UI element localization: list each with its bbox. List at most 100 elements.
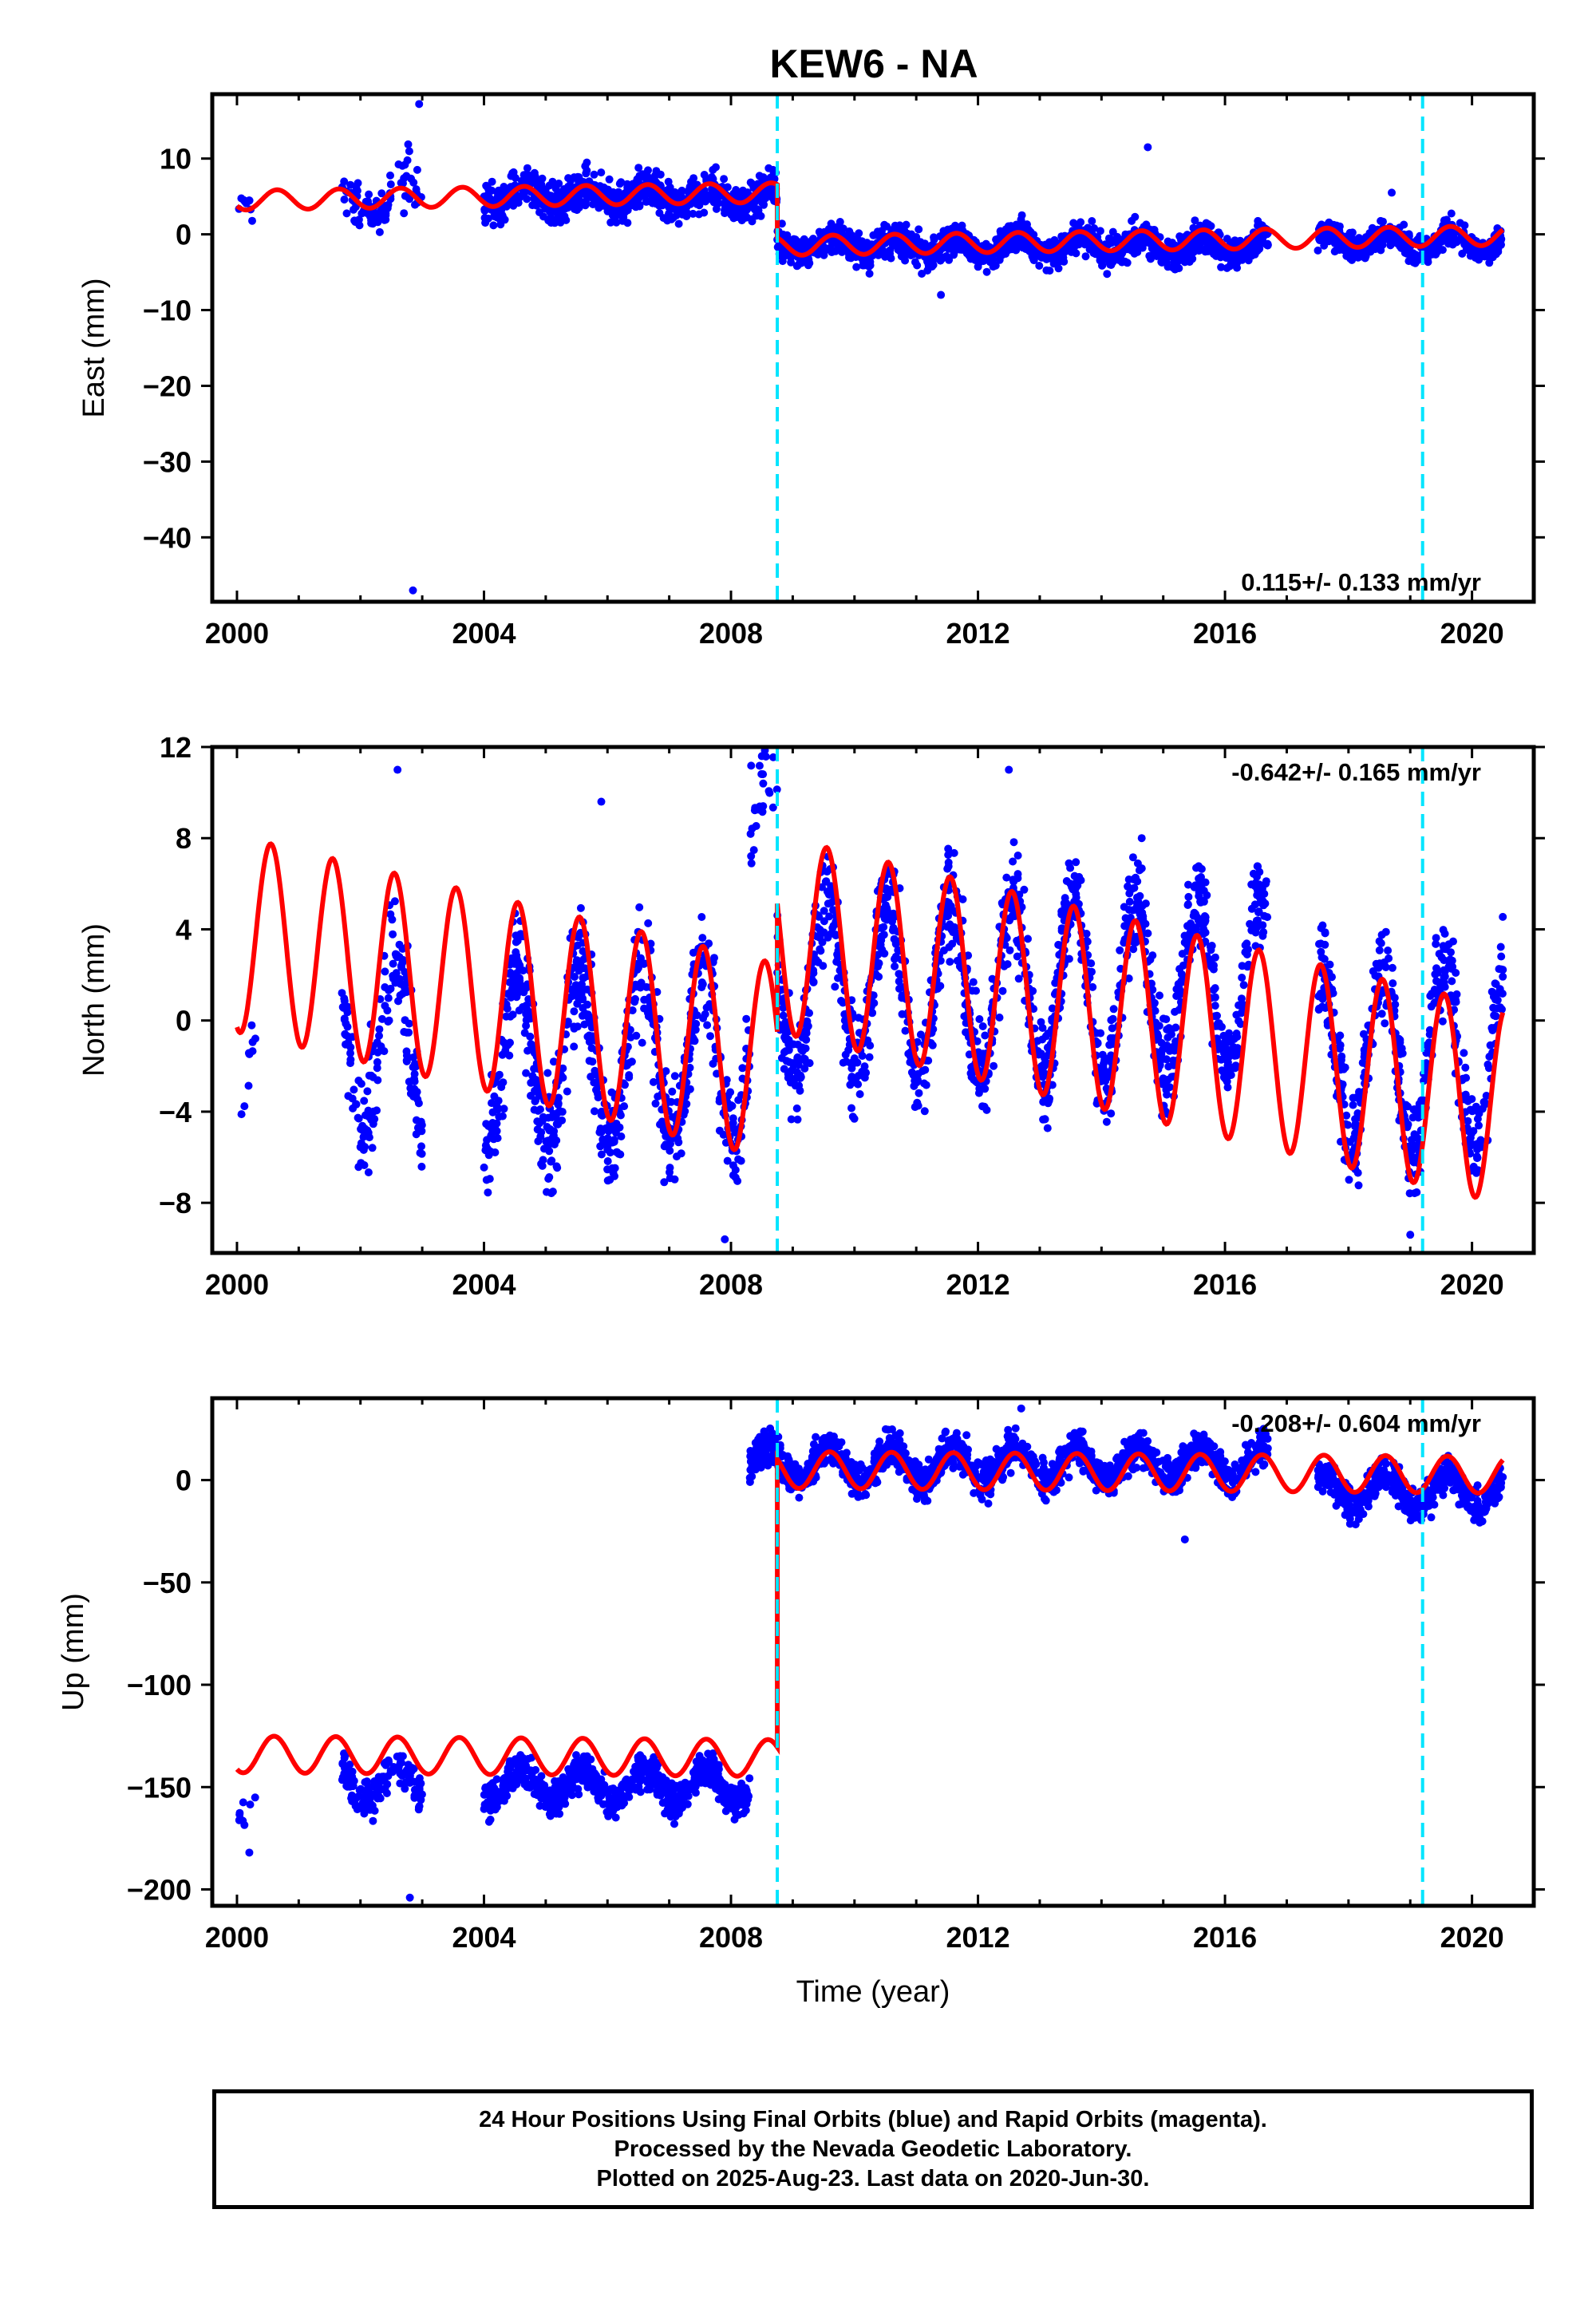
- north-data-point: [1260, 911, 1269, 920]
- north-data-point: [406, 1084, 415, 1093]
- north-data-point: [1238, 974, 1246, 982]
- east-data-point: [1460, 221, 1469, 230]
- east-y-tick-label: −30: [143, 445, 192, 478]
- north-data-point: [531, 1076, 540, 1084]
- north-data-point: [981, 1031, 990, 1040]
- east-data-point: [1314, 246, 1322, 255]
- north-data-point: [1254, 887, 1262, 895]
- north-data-point: [617, 1132, 626, 1140]
- north-data-point: [820, 917, 828, 926]
- north-data-point: [392, 969, 401, 978]
- east-data-point: [492, 212, 501, 221]
- north-data-point: [551, 1113, 560, 1121]
- east-data-point: [394, 160, 403, 168]
- north-data-point: [373, 1048, 382, 1057]
- north-data-point: [368, 1144, 377, 1152]
- north-data-point: [377, 1014, 386, 1023]
- east-data-point: [488, 177, 496, 186]
- north-data-point: [579, 947, 587, 955]
- north-data-point: [1195, 862, 1203, 871]
- north-data-point: [755, 761, 764, 770]
- north-data-point: [777, 1053, 786, 1062]
- north-data-point: [1107, 1016, 1116, 1025]
- north-data-point: [480, 1163, 488, 1172]
- east-data-point: [373, 218, 382, 227]
- north-plot-area: [235, 747, 1507, 1243]
- east-data-point: [407, 174, 415, 183]
- north-data-point: [620, 1102, 629, 1111]
- east-x-tick-label: 2016: [1193, 617, 1257, 650]
- east-data-point: [1377, 240, 1385, 249]
- north-data-point: [746, 829, 755, 838]
- east-data-point: [352, 183, 361, 192]
- north-data-point: [1207, 942, 1216, 950]
- north-data-point: [1214, 1019, 1223, 1028]
- north-data-point: [1196, 898, 1205, 907]
- east-data-point: [1377, 216, 1385, 225]
- north-data-point: [876, 940, 885, 949]
- north-data-point: [946, 920, 954, 929]
- east-data-point: [664, 177, 673, 186]
- east-data-point: [665, 188, 674, 196]
- north-data-point: [363, 1087, 372, 1096]
- north-data-point: [554, 1099, 563, 1108]
- north-data-point: [1262, 879, 1270, 888]
- east-data-point: [1025, 247, 1034, 255]
- north-data-point: [381, 1002, 389, 1010]
- east-data-point: [1338, 243, 1347, 251]
- north-data-point: [634, 982, 643, 990]
- north-data-point: [1024, 935, 1032, 943]
- north-data-point: [373, 1106, 381, 1115]
- east-data-point: [1175, 232, 1184, 241]
- north-data-point: [812, 955, 820, 964]
- north-data-point: [553, 1164, 562, 1172]
- east-data-point: [517, 176, 526, 185]
- north-data-point: [848, 1076, 857, 1085]
- north-data-point: [497, 1083, 506, 1092]
- east-data-point: [512, 174, 519, 182]
- east-panel: 2000 2004 2008 2012 2016 2020100−10−20−30−40E…: [77, 92, 1545, 650]
- east-y-tick-label: −10: [143, 294, 192, 327]
- east-data-point: [1199, 231, 1208, 239]
- east-data-point: [500, 215, 509, 224]
- east-data-point: [1402, 247, 1411, 256]
- north-data-point: [666, 1146, 674, 1155]
- north-data-point: [1258, 897, 1267, 905]
- east-data-point: [590, 170, 598, 179]
- east-data-point: [855, 229, 863, 238]
- east-frame: [210, 92, 1536, 604]
- east-data-point: [562, 215, 571, 224]
- east-data-point: [825, 245, 834, 253]
- east-data-point: [865, 263, 873, 271]
- east-data-point: [1485, 259, 1494, 267]
- north-data-point: [742, 1014, 751, 1023]
- north-data-point: [538, 1161, 547, 1170]
- north-data-point: [800, 1064, 809, 1073]
- north-data-point: [944, 906, 953, 915]
- north-data-point: [881, 905, 889, 914]
- east-data-point: [720, 175, 729, 184]
- east-data-point: [1398, 241, 1407, 250]
- east-data-point: [605, 175, 614, 184]
- north-data-point: [969, 978, 978, 986]
- north-data-points: [237, 747, 1507, 1243]
- east-data-point: [1481, 246, 1490, 255]
- north-data-point: [409, 1053, 417, 1061]
- east-data-point: [567, 176, 575, 185]
- north-data-point: [747, 859, 756, 868]
- north-data-point: [854, 1014, 863, 1022]
- north-data-point: [375, 1025, 384, 1034]
- east-data-point: [845, 228, 854, 237]
- east-data-point: [386, 171, 394, 180]
- north-data-point: [1133, 859, 1142, 868]
- east-data-point: [1077, 218, 1085, 227]
- east-data-point: [581, 201, 590, 210]
- north-data-point: [990, 1061, 998, 1070]
- east-data-point: [530, 168, 539, 177]
- east-data-point: [1447, 209, 1456, 218]
- east-data-point: [1147, 251, 1156, 260]
- east-data-point: [685, 187, 693, 196]
- east-data-point: [509, 201, 518, 210]
- north-data-point: [1452, 969, 1460, 977]
- east-data-point: [413, 165, 421, 174]
